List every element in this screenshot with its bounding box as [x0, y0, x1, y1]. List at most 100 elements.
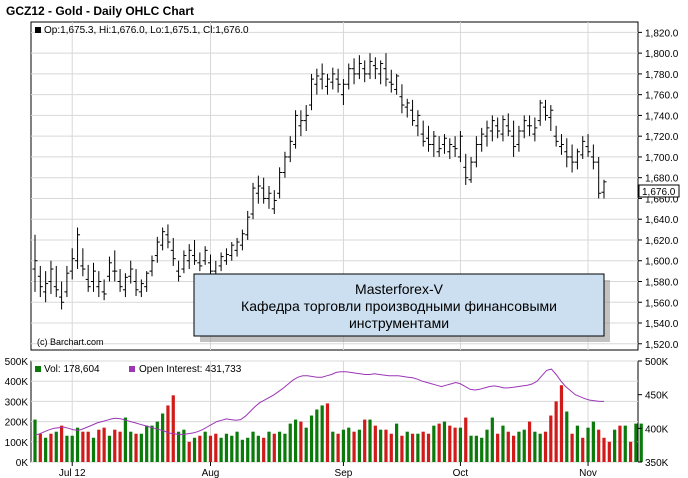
volume-bar [347, 427, 351, 462]
volume-bar [613, 429, 617, 462]
volume-bar [389, 433, 393, 462]
volume-bar [203, 431, 207, 462]
ohlc-bar [303, 105, 309, 131]
ohlc-bar [372, 57, 378, 80]
x-tick-label: Sep [335, 468, 353, 478]
ohlc-bar [463, 153, 469, 185]
ohlc-bar [441, 134, 447, 154]
volume-bar [522, 429, 526, 462]
ohlc-bar [59, 281, 65, 310]
ohlc-bar [489, 115, 495, 142]
ohlc-bar [553, 125, 559, 147]
price-tick-label: 1,540.0 [645, 319, 679, 330]
volume-bar [198, 435, 202, 462]
ohlc-bar [537, 99, 543, 126]
volume-bar [176, 431, 181, 462]
volume-bar [272, 433, 276, 462]
volume-bar [278, 431, 282, 462]
ohlc-bar [186, 244, 192, 270]
ohlc-bar [128, 260, 134, 284]
volume-bar [373, 425, 377, 462]
volume-bar [453, 427, 457, 462]
volume-bar [469, 435, 473, 462]
volume-bar [591, 421, 595, 462]
price-tick-label: 1,580.0 [645, 277, 679, 288]
ohlc-bar [287, 136, 293, 163]
volume-bar [155, 421, 159, 462]
price-tick-label: 1,660.0 [645, 194, 679, 205]
volume-bar [410, 433, 415, 462]
volume-bar [458, 427, 463, 462]
volume-legend-swatch [35, 366, 41, 372]
ohlc-bar [426, 125, 432, 152]
volume-bar [70, 435, 74, 462]
volume-bar [336, 433, 340, 462]
ohlc-bar [165, 224, 171, 249]
volume-bar [549, 415, 553, 462]
volume-bar [506, 431, 510, 462]
volume-bar [357, 429, 361, 462]
volume-bar [501, 425, 505, 462]
ohlc-bar [266, 186, 272, 209]
volume-bar [293, 419, 298, 462]
volume-bar [554, 401, 558, 462]
volume-tick-label: 500K [5, 357, 29, 368]
ohlc-bar [85, 264, 91, 292]
volume-bar [86, 431, 90, 462]
ohlc-bar [367, 53, 373, 80]
ohlc-bar [388, 69, 394, 93]
ohlc-bar [431, 130, 437, 157]
ohlc-bar [250, 182, 256, 220]
price-tick-label: 1,520.0 [645, 340, 679, 351]
volume-bar [219, 437, 223, 462]
volume-bar [304, 427, 308, 462]
ohlc-bar [383, 53, 389, 87]
volume-bar [187, 441, 191, 462]
volume-bar [480, 437, 484, 462]
ohlc-bar [500, 115, 506, 142]
volume-bar [496, 433, 500, 462]
volume-bar [570, 433, 574, 462]
open-interest-legend: Open Interest: 431,733 [139, 364, 242, 375]
open-interest-tick-label: 450K [645, 391, 669, 402]
volume-bar [230, 435, 234, 462]
ohlc-bar [495, 117, 501, 139]
ohlc-bar [170, 237, 176, 266]
ohlc-bar [340, 79, 346, 106]
volume-bar [597, 429, 601, 462]
open-interest-tick-label: 350K [645, 458, 669, 469]
volume-bar [240, 439, 244, 462]
ohlc-bar [80, 248, 86, 277]
annotation-line-2: Кафедра торговли производными финансовым… [241, 298, 557, 314]
ohlc-bar [282, 151, 288, 178]
volume-bar [44, 437, 48, 462]
ohlc-bar [362, 60, 368, 83]
volume-bar [97, 429, 101, 462]
volume-bar [511, 435, 516, 462]
ohlc-bar [122, 273, 128, 298]
volume-bar [325, 403, 330, 462]
volume-bar [288, 423, 292, 462]
ohlc-bar [574, 148, 580, 170]
volume-axis: 500K 400K 300K 200K 100K 0K [5, 357, 29, 469]
ohlc-bar [543, 99, 549, 121]
volume-bar [102, 427, 106, 462]
volume-bar [586, 427, 590, 462]
ohlc-bar [239, 229, 245, 251]
price-grid [31, 22, 638, 350]
ohlc-bar [319, 63, 325, 90]
copyright-label: (c) Barchart.com [37, 337, 104, 347]
volume-tick-label: 0K [16, 458, 29, 469]
volume-bar [235, 431, 239, 462]
ohlc-bar [138, 279, 144, 298]
volume-bar [581, 437, 585, 462]
ohlc-bar [324, 73, 330, 95]
ohlc-bar [516, 125, 522, 152]
volume-bar [527, 421, 532, 462]
volume-bar [363, 419, 367, 462]
volume-bar [262, 437, 266, 462]
ohlc-bar [527, 115, 533, 137]
volume-bar [575, 425, 580, 462]
ohlc-bar [149, 255, 155, 277]
ohlc-readout: Op:1,675.3, Hi:1,676.0, Lo:1,675.1, Cl:1… [44, 25, 249, 36]
